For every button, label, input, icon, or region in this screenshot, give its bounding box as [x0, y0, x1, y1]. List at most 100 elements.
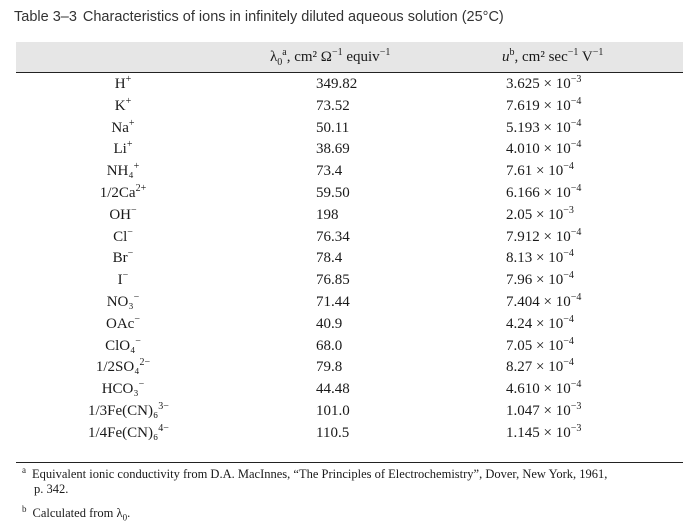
mobility-value: 4.610 × 10−4 [506, 379, 581, 401]
table-row: Br− 78.4 8.13 × 10−4 [16, 248, 683, 270]
lambda-value: 59.50 [316, 185, 350, 201]
lambda-value: 44.48 [316, 381, 350, 398]
ion-formula: NH₄ [106, 163, 134, 180]
ion-cell: 1/3Fe(CN)₆3− [88, 401, 169, 423]
mobility-value: 7.912 × 10−4 [506, 227, 581, 249]
ion-cell: NH₄+ [88, 161, 158, 183]
ion-charge: − [127, 226, 133, 238]
footnote-b-mark: b [22, 504, 27, 514]
mobility-value: 2.05 × 10−3 [506, 205, 574, 227]
times-ten: × 10 [539, 141, 571, 158]
lambda-value: 101.0 [316, 403, 350, 419]
ion-charge: − [138, 379, 145, 391]
times-ten: × 10 [539, 228, 571, 245]
header-lambda: λ0a, cm² Ω−1 equiv−1 [270, 44, 390, 70]
footnote-a-line1: Equivalent ionic conductivity from D.A. … [32, 467, 608, 481]
mobility-mantissa: 6.166 [506, 185, 540, 201]
footnote-b: b Calculated from λ0. [22, 504, 130, 523]
ion-charge: + [125, 95, 132, 107]
mobility-mantissa: 7.96 [506, 272, 533, 289]
footnote-b-text: Calculated from λ [32, 506, 123, 520]
table-row: OAc− 40.9 4.24 × 10−4 [16, 314, 683, 336]
times-ten: × 10 [532, 337, 564, 354]
ion-charge: − [135, 335, 141, 347]
ion-cell: Cl− [88, 227, 158, 249]
mobility-mantissa: 4.610 [506, 381, 540, 398]
mobility-mantissa: 7.404 [506, 294, 540, 310]
ion-charge: + [128, 117, 135, 129]
lambda-value: 73.4 [316, 163, 343, 180]
table-row: 1/3Fe(CN)₆3− 101.0 1.047 × 10−3 [16, 401, 683, 423]
footnote-a-line2: p. 342. [34, 482, 69, 496]
u-exp2: −1 [592, 47, 604, 58]
times-ten: × 10 [532, 206, 564, 223]
header-background [16, 42, 683, 72]
lambda-units2: equiv [342, 49, 380, 65]
ion-cell: Li+ [88, 139, 158, 161]
ion-charge: + [133, 161, 140, 173]
ion-formula: 1/3Fe(CN)₆ [88, 403, 159, 419]
ion-formula: K [114, 97, 126, 114]
mobility-mantissa: 7.05 [506, 337, 533, 354]
mobility-mantissa: 8.27 [506, 359, 533, 376]
table-row: Li+ 38.69 4.010 × 10−4 [16, 139, 683, 161]
table-row: 1/2SO₄2− 79.8 8.27 × 10−4 [16, 357, 683, 379]
mobility-exponent: −3 [570, 74, 582, 85]
ion-formula: OH [109, 206, 132, 223]
mobility-value: 4.24 × 10−4 [506, 314, 574, 336]
times-ten: × 10 [539, 97, 571, 114]
ion-charge: + [126, 139, 133, 151]
ion-cell: OH− [88, 205, 158, 227]
lambda-exp2: −1 [379, 47, 391, 58]
footnote-b-sub: 0 [122, 512, 128, 523]
times-ten: × 10 [539, 294, 571, 310]
ion-charge: − [134, 313, 140, 325]
mobility-mantissa: 4.010 [506, 141, 540, 158]
lambda-units: , cm² Ω [286, 49, 332, 65]
mobility-exponent: −4 [563, 270, 574, 282]
lambda-value: 68.0 [316, 337, 343, 354]
ion-cell: HCO₃− [88, 379, 158, 401]
mobility-exponent: −4 [563, 335, 574, 347]
times-ten: × 10 [539, 119, 571, 136]
ion-cell: 1/2SO₄2− [88, 357, 158, 379]
times-ten: × 10 [532, 163, 564, 180]
mobility-mantissa: 1.047 [506, 403, 540, 419]
lambda-value: 110.5 [316, 424, 350, 441]
mobility-value: 8.13 × 10−4 [506, 248, 574, 270]
ion-formula: Cl [113, 228, 128, 245]
ion-charge: + [125, 74, 132, 85]
mobility-exponent: −4 [563, 313, 574, 325]
table-row: Na+ 50.11 5.193 × 10−4 [16, 118, 683, 140]
table-row: Cl− 76.34 7.912 × 10−4 [16, 227, 683, 249]
lambda-value: 38.69 [316, 141, 350, 158]
table-row: NO₃− 71.44 7.404 × 10−4 [16, 292, 683, 314]
u-symbol: u [502, 49, 510, 65]
mobility-exponent: −4 [570, 183, 582, 194]
ion-formula: Na [111, 119, 129, 136]
ion-cell: NO₃− [88, 292, 158, 314]
mobility-exponent: −4 [570, 292, 582, 303]
times-ten: × 10 [539, 403, 571, 419]
mobility-mantissa: 7.912 [506, 228, 540, 245]
ion-cell: Na+ [88, 118, 158, 140]
mobility-mantissa: 4.24 [506, 315, 533, 332]
mobility-mantissa: 2.05 [506, 206, 533, 223]
table-row: HCO₃− 44.48 4.610 × 10−4 [16, 379, 683, 401]
table-row: H+ 349.82 3.625 × 10−3 [16, 74, 683, 96]
mobility-exponent: −4 [570, 226, 582, 238]
ion-cell: Br− [88, 248, 158, 270]
u-units2: V [578, 49, 593, 65]
mobility-exponent: −4 [563, 248, 574, 260]
ion-formula: I [117, 272, 123, 289]
ion-charge: − [133, 292, 140, 303]
ion-formula: HCO₃ [101, 381, 139, 398]
u-units: , cm² sec [514, 49, 568, 65]
lambda-value: 76.85 [316, 272, 350, 289]
ion-formula: 1/4Fe(CN)₆ [88, 424, 159, 441]
mobility-value: 5.193 × 10−4 [506, 118, 581, 140]
ion-formula: OAc [106, 315, 135, 332]
mobility-mantissa: 5.193 [506, 119, 540, 136]
lambda-value: 79.8 [316, 359, 343, 376]
ion-formula: Br [112, 250, 128, 267]
